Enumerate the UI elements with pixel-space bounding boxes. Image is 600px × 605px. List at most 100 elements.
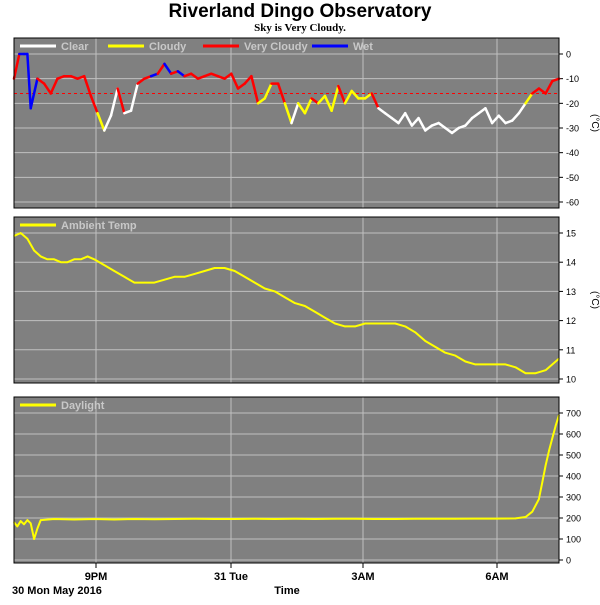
sky-temp-segment-67 <box>450 126 460 135</box>
sky-temp-segment-73 <box>490 114 501 125</box>
sky-temp-segment-46 <box>310 97 320 105</box>
daylight-series-line <box>13 414 560 540</box>
ambient-temp-panel: 15 14 13 12 11 10 (°C) Ambient Temp <box>13 216 600 385</box>
ambient-temp-point-17 <box>143 281 146 284</box>
sky-temp-ytick-label-0: 0 <box>566 50 571 60</box>
sky-temp-segment-80 <box>537 87 547 95</box>
ambient-temp-point-4 <box>39 255 42 258</box>
daylight-ytick-label-5: 200 <box>566 514 581 524</box>
ambient-temp-frame <box>13 216 560 384</box>
ambient-temp-point-28 <box>253 281 256 284</box>
daylight-point-35 <box>538 498 540 500</box>
daylight-point-38 <box>548 450 550 452</box>
daylight-point-29 <box>454 518 457 520</box>
ambient-temp-point-25 <box>223 267 226 269</box>
ambient-temp-point-12 <box>93 258 96 261</box>
sky-temp-unit-label: (°C) <box>589 114 600 132</box>
ambient-temp-point-11 <box>86 255 89 258</box>
ambient-temp-point-5 <box>46 258 49 261</box>
sky-temp-segment-59 <box>397 111 407 125</box>
ambient-temp-point-20 <box>173 276 176 278</box>
ambient-temp-point-1 <box>19 232 22 234</box>
ambient-temp-point-46 <box>434 346 437 348</box>
daylight-point-31 <box>494 517 497 520</box>
ambient-temp-point-52 <box>494 363 497 366</box>
sky-temp-ytick-label-5: -50 <box>566 173 579 183</box>
sky-temp-segment-38 <box>256 97 267 105</box>
sky-temp-segment-66 <box>444 126 454 135</box>
sky-temp-segment-79 <box>531 87 541 95</box>
ambient-temp-point-40 <box>374 322 376 325</box>
ambient-temp-point-21 <box>183 276 186 278</box>
ambient-temp-point-37 <box>344 325 346 328</box>
daylight-point-6 <box>33 538 35 540</box>
daylight-point-12 <box>113 518 116 521</box>
ambient-temp-legend-label-0: Ambient Temp <box>61 220 137 232</box>
ambient-temp-point-9 <box>73 258 75 261</box>
x-tick-label-3: 6AM <box>485 571 508 583</box>
daylight-point-1 <box>16 525 19 528</box>
sky-temp-segment-47 <box>317 94 327 105</box>
ambient-temp-point-10 <box>80 258 82 261</box>
sky-temp-segment-70 <box>470 111 481 120</box>
sky-temp-segment-28 <box>189 72 200 80</box>
sky-temp-segment-44 <box>296 102 307 115</box>
ambient-temp-point-15 <box>123 276 126 278</box>
sky-temp-segment-57 <box>383 111 394 120</box>
sky-temp-segment-37 <box>250 74 260 105</box>
ambient-temp-point-50 <box>474 363 477 366</box>
sky-status-subtitle: Sky is Very Cloudy. <box>254 22 346 34</box>
ambient-temp-point-42 <box>394 322 396 325</box>
sky-temp-segment-77 <box>517 102 527 115</box>
sky-temp-segment-26 <box>176 70 186 78</box>
ambient-temp-point-19 <box>163 278 166 281</box>
ambient-temp-point-27 <box>243 276 246 278</box>
ambient-temp-point-23 <box>203 270 206 272</box>
sky-temp-segment-15 <box>103 114 113 132</box>
sky-temp-segment-62 <box>417 116 427 132</box>
sky-temp-segment-50 <box>337 84 347 105</box>
sky-temp-segment-78 <box>524 92 534 105</box>
daylight-point-21 <box>294 518 296 520</box>
sky-temp-segment-58 <box>390 116 400 125</box>
ambient-temp-point-14 <box>113 270 116 272</box>
sky-temp-segment-42 <box>283 102 293 125</box>
sky-temp-segment-82 <box>551 77 561 83</box>
ambient-temp-unit-label: (°C) <box>589 291 600 309</box>
sky-temp-legend-label-1: Cloudy <box>149 41 187 53</box>
daylight-ytick-label-0: 700 <box>566 409 581 419</box>
daylight-ytick-label-2: 500 <box>566 451 581 461</box>
sky-temp-segment-39 <box>263 82 273 100</box>
daylight-point-24 <box>354 518 356 520</box>
daylight-legend-label-0: Daylight <box>61 400 105 412</box>
page-title: Riverland Dingo Observatory <box>168 1 432 22</box>
sky-temp-segment-13 <box>89 94 99 115</box>
daylight-point-20 <box>273 518 276 520</box>
daylight-point-11 <box>93 518 96 520</box>
sky-temp-ytick-label-2: -20 <box>566 99 579 109</box>
daylight-point-3 <box>23 523 25 526</box>
daylight-point-39 <box>551 437 554 440</box>
daylight-ytick-label-1: 600 <box>566 430 581 440</box>
daylight-frame <box>13 396 560 564</box>
sky-temp-segment-20 <box>136 77 146 85</box>
sky-temp-legend-label-2: Very Cloudy <box>244 41 308 53</box>
daylight-point-22 <box>314 518 316 520</box>
ambient-temp-point-33 <box>304 305 306 307</box>
sky-temp-frame <box>13 37 560 209</box>
daylight-point-40 <box>554 424 557 427</box>
daylight-point-28 <box>434 518 437 520</box>
daylight-point-9 <box>53 518 55 520</box>
sky-temp-segment-17 <box>116 87 126 115</box>
sky-temp-segment-76 <box>510 111 521 122</box>
ambient-temp-ytick-label-1: 14 <box>566 258 576 268</box>
sky-temp-ytick-label-4: -40 <box>566 148 579 158</box>
sky-temp-segment-33 <box>223 72 233 80</box>
ambient-temp-point-8 <box>66 261 69 264</box>
daylight-point-26 <box>394 518 396 520</box>
ambient-temp-point-44 <box>414 331 417 334</box>
sky-temp-segment-56 <box>377 107 387 115</box>
ambient-temp-point-34 <box>314 311 316 313</box>
